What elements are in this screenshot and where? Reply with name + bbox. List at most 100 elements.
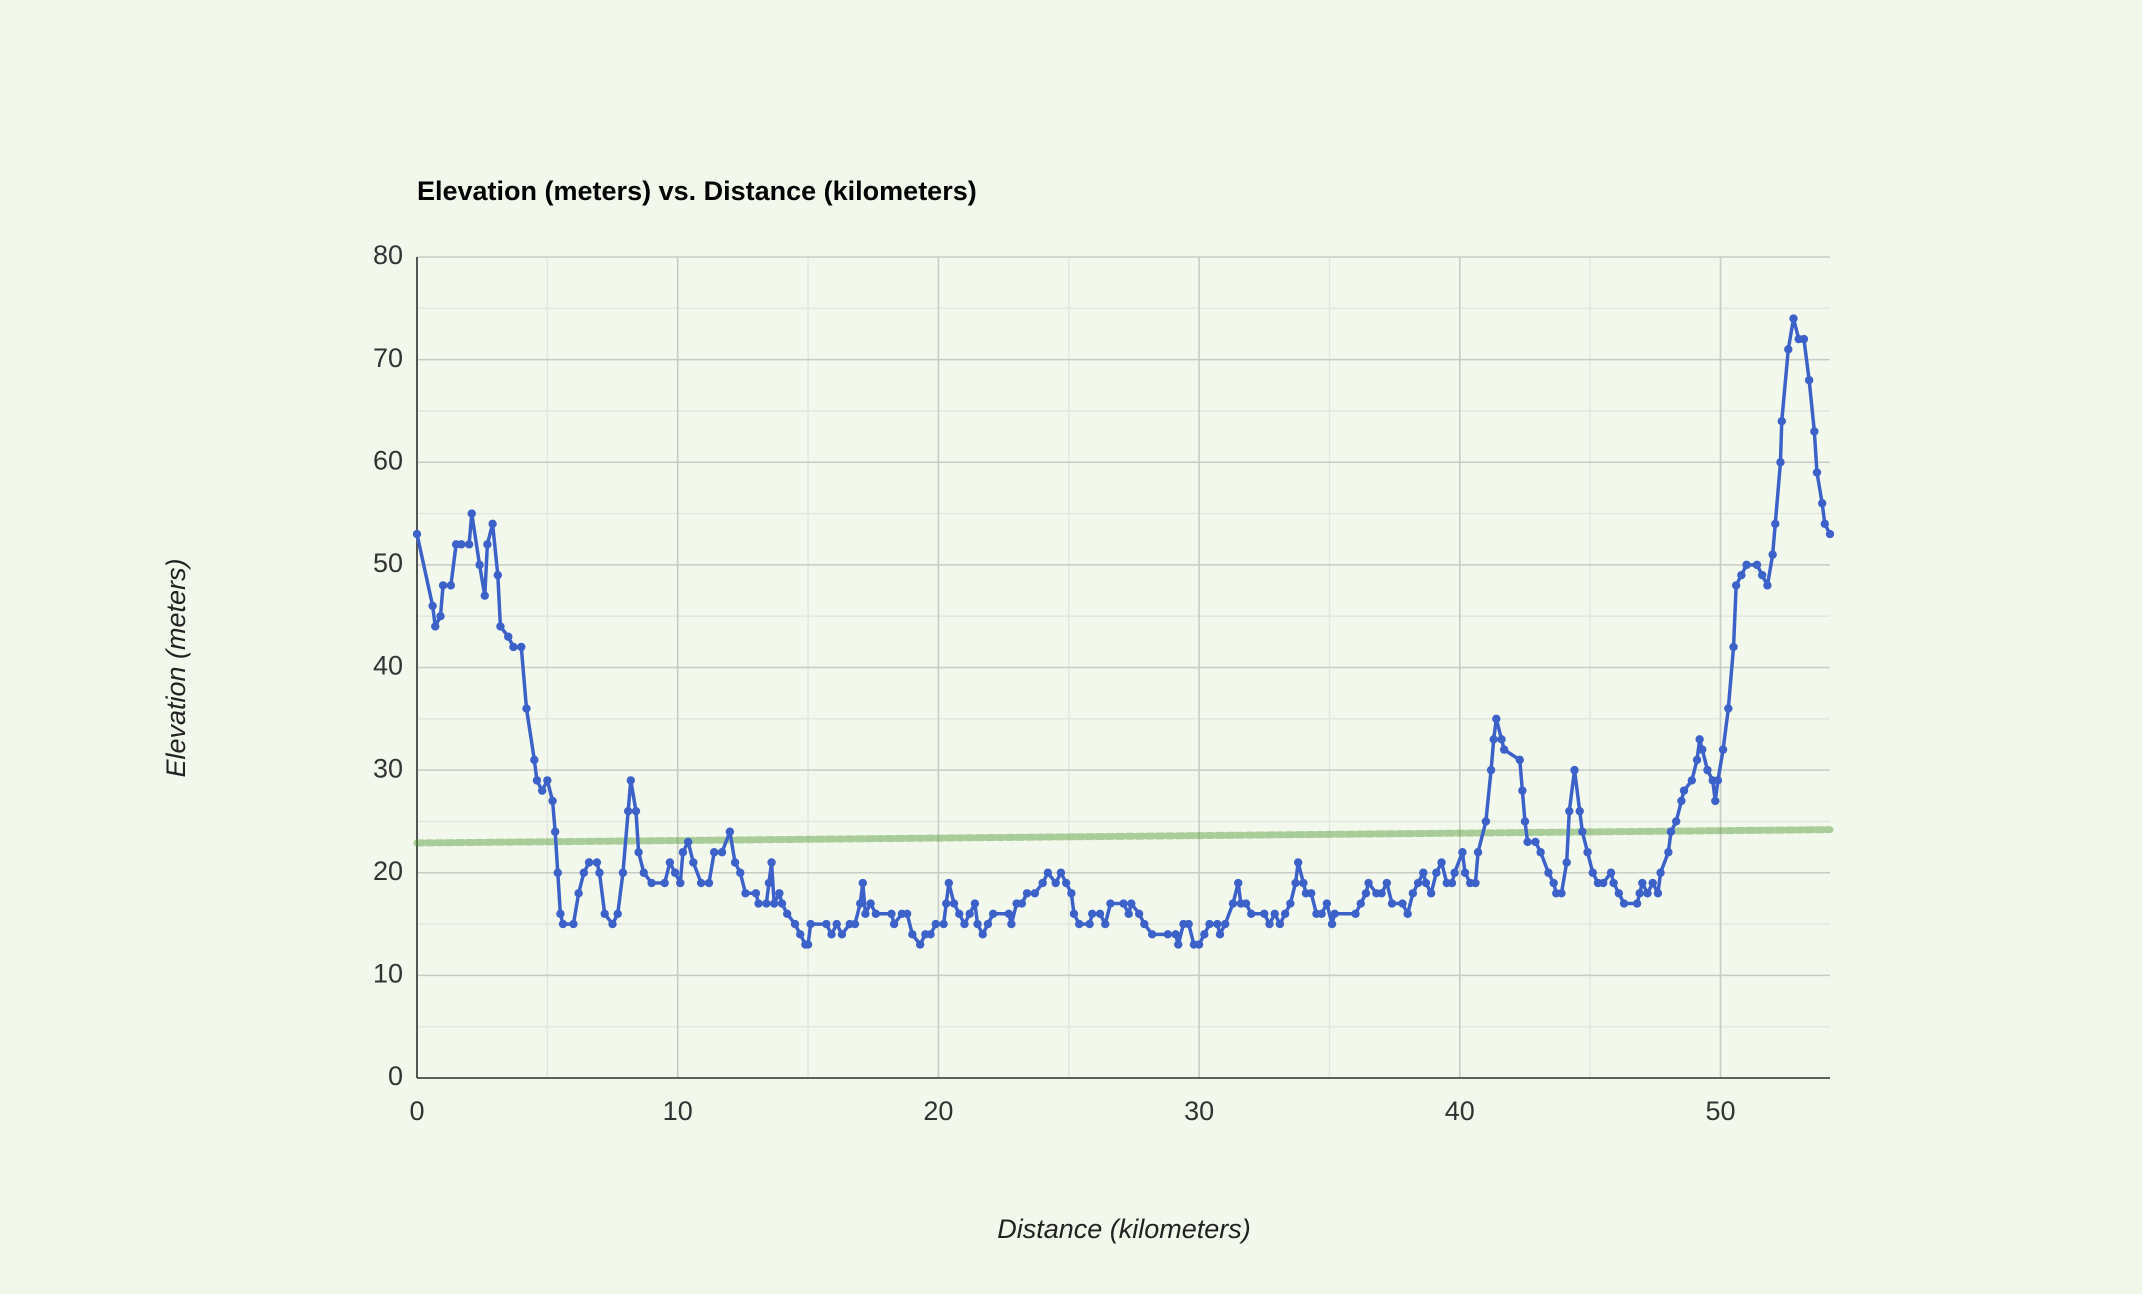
y-tick-label: 40 xyxy=(373,651,403,681)
point xyxy=(769,899,779,908)
point xyxy=(1583,848,1592,857)
point xyxy=(504,632,513,641)
point xyxy=(1768,550,1777,559)
y-tick-label: 10 xyxy=(373,959,403,989)
point xyxy=(1051,878,1060,888)
point xyxy=(730,858,740,867)
point xyxy=(915,940,925,949)
point xyxy=(569,919,578,929)
point xyxy=(1106,899,1115,908)
point xyxy=(1069,909,1079,918)
point xyxy=(1677,796,1686,806)
point xyxy=(926,930,935,939)
point xyxy=(1598,878,1608,888)
point xyxy=(1713,776,1723,785)
point xyxy=(887,909,896,918)
point xyxy=(509,642,518,652)
point xyxy=(1695,735,1704,744)
trendline xyxy=(413,826,1834,847)
point xyxy=(467,509,476,518)
point xyxy=(983,919,993,929)
point xyxy=(556,909,565,918)
point xyxy=(584,858,594,867)
point xyxy=(1134,909,1144,918)
point xyxy=(553,868,562,877)
point xyxy=(1614,889,1624,898)
point xyxy=(1088,909,1097,918)
point xyxy=(1531,837,1540,847)
point xyxy=(1361,889,1371,898)
point xyxy=(942,899,951,908)
point xyxy=(1458,848,1467,857)
point xyxy=(1671,817,1681,826)
point xyxy=(623,806,633,816)
point xyxy=(1518,786,1527,795)
y-tick-label: 50 xyxy=(373,548,403,578)
point xyxy=(1632,899,1642,908)
point xyxy=(725,827,735,836)
point xyxy=(1653,889,1663,898)
point xyxy=(483,540,492,549)
point xyxy=(543,776,552,785)
point xyxy=(1163,930,1173,939)
point xyxy=(647,878,656,888)
point xyxy=(574,889,583,898)
y-tick-label: 60 xyxy=(373,445,403,475)
point xyxy=(1085,919,1094,929)
point xyxy=(639,868,649,877)
point xyxy=(537,786,547,795)
point xyxy=(1656,868,1665,877)
chart-title: Elevation (meters) vs. Distance (kilomet… xyxy=(417,176,977,206)
point xyxy=(782,909,792,918)
point xyxy=(1056,868,1066,877)
point xyxy=(988,909,998,918)
point xyxy=(1205,919,1214,929)
point xyxy=(955,909,964,918)
point xyxy=(1101,919,1110,929)
point xyxy=(1127,899,1136,908)
point xyxy=(1812,468,1822,477)
point xyxy=(1356,899,1365,908)
point xyxy=(1408,889,1418,898)
point xyxy=(861,909,870,918)
point xyxy=(1403,909,1412,918)
point xyxy=(431,622,440,631)
point xyxy=(1638,878,1647,888)
point xyxy=(1724,704,1733,713)
point xyxy=(550,827,560,836)
point xyxy=(1413,878,1423,888)
point xyxy=(1004,909,1013,918)
y-axis-label: Elevation (meters) xyxy=(161,558,191,777)
point xyxy=(1687,776,1697,785)
point xyxy=(457,540,466,549)
point xyxy=(660,878,669,888)
point xyxy=(626,776,635,785)
point xyxy=(1588,868,1597,877)
point xyxy=(1270,909,1279,918)
point xyxy=(1703,765,1712,775)
point xyxy=(1317,909,1326,918)
point xyxy=(436,611,445,621)
point xyxy=(1666,827,1676,836)
point xyxy=(670,868,680,877)
point xyxy=(1260,909,1269,918)
point xyxy=(634,848,643,857)
point xyxy=(1635,889,1644,898)
point xyxy=(579,868,589,877)
point xyxy=(1473,848,1483,857)
point xyxy=(837,930,847,939)
point xyxy=(412,529,422,539)
point xyxy=(1698,745,1707,754)
point xyxy=(683,837,693,847)
point xyxy=(1606,868,1616,877)
point xyxy=(931,919,940,929)
y-tick-label: 70 xyxy=(373,343,403,373)
point xyxy=(850,919,860,929)
point xyxy=(1549,878,1558,888)
point xyxy=(522,704,531,713)
point xyxy=(796,930,805,939)
point xyxy=(1664,848,1673,857)
point xyxy=(1017,899,1027,908)
point xyxy=(1030,889,1040,898)
